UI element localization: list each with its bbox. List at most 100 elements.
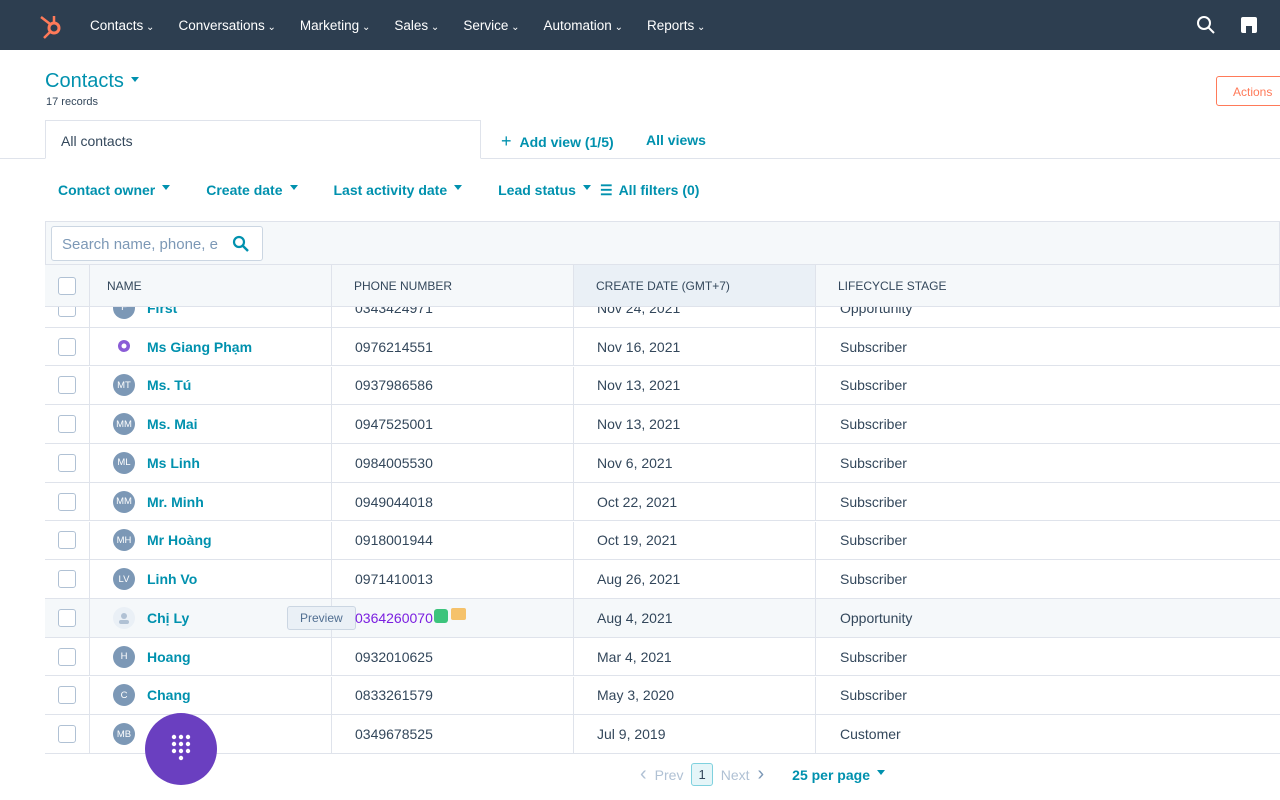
check-cell (45, 676, 90, 715)
contact-name[interactable]: Ms. Tú (147, 377, 192, 394)
all-views[interactable]: All views (646, 132, 706, 148)
nav-item[interactable]: Contacts (90, 18, 154, 33)
date-cell: Oct 22, 2021 (574, 482, 816, 521)
column-header[interactable]: PHONE NUMBER (332, 265, 574, 306)
preview-button[interactable]: Preview (287, 605, 356, 630)
contact-name[interactable]: Ms Linh (147, 454, 200, 471)
table-row[interactable]: Chị Ly Preview 0364260070 Aug 4, 2021 Opport… (45, 599, 1280, 638)
nav-item[interactable]: Automation (544, 18, 623, 33)
lifecycle-stage: Customer (840, 726, 901, 743)
contact-name[interactable]: Mr. Minh (147, 493, 204, 510)
phone-cell: 0833261579 (332, 676, 574, 715)
page-number[interactable]: 1 (691, 763, 713, 786)
table-row[interactable]: MT Ms. Tú 0937986586 Nov 13, 2021 Subscriber (45, 366, 1280, 406)
all-filters-label: All filters (0) (618, 182, 700, 198)
filter[interactable]: Create date (206, 182, 297, 198)
record-count: 17 records (46, 96, 98, 108)
phone-cell: 0949044018 (332, 482, 574, 521)
check-cell (45, 444, 90, 482)
filter[interactable]: Lead status (498, 182, 591, 198)
column-header[interactable]: CREATE DATE (GMT+7) (574, 265, 816, 306)
page-title[interactable]: Contacts (45, 70, 139, 93)
actions-button[interactable]: Actions (1216, 76, 1280, 106)
lifecycle-stage: Subscriber (840, 648, 907, 665)
checkbox[interactable] (58, 337, 76, 356)
checkbox[interactable] (58, 307, 76, 317)
nav-item[interactable]: Service (463, 18, 519, 33)
contact-name[interactable]: Chị Ly (147, 609, 190, 626)
create-date: Aug 26, 2021 (597, 571, 681, 588)
phone-cell: 0364260070 (332, 599, 574, 637)
nav-item[interactable]: Reports (647, 18, 705, 33)
column-header[interactable]: LIFECYCLE STAGE (816, 265, 1280, 306)
table-row[interactable]: F First 0343424971 Nov 24, 2021 Opportunity (45, 307, 1280, 328)
avatar: C (113, 684, 135, 707)
phone[interactable]: 0364260070 (355, 609, 433, 626)
prev[interactable]: Prev (654, 766, 684, 783)
checkbox[interactable] (58, 531, 76, 550)
table-row[interactable]: H Hoang 0932010625 Mar 4, 2021 Subscriber (45, 637, 1280, 677)
table-row[interactable]: ML Ms Linh 0984005530 Nov 6, 2021 Subscriber (45, 444, 1280, 483)
table-row[interactable]: MM Ms. Mai 0947525001 Nov 13, 2021 Subscribe… (45, 405, 1280, 444)
all-filters[interactable]: ☰ All filters (0) (600, 182, 700, 198)
contact-name[interactable]: Ms Giang Phạm (147, 338, 253, 355)
check-cell (45, 715, 90, 753)
avatar: ML (113, 451, 135, 474)
date-cell: Jul 9, 2019 (574, 715, 816, 753)
column-label: NAME (107, 278, 142, 293)
table-row[interactable]: Ms Giang Phạm 0976214551 Nov 16, 2021 Subsc… (45, 327, 1280, 367)
checkbox[interactable] (58, 647, 76, 666)
add-view-label: Add view (1/5) (519, 134, 614, 150)
search-icon[interactable] (1196, 15, 1216, 35)
search-input[interactable]: Search name, phone, e (51, 226, 263, 261)
table-row[interactable]: MM Mr. Minh 0949044018 Oct 22, 2021 Subscrib… (45, 482, 1280, 522)
stage-cell: Subscriber (816, 483, 1280, 521)
name-cell: Chị Ly Preview (90, 599, 356, 637)
table-row[interactable]: C Chang 0833261579 May 3, 2020 Subscriber (45, 676, 1280, 716)
contact-name[interactable]: First (147, 307, 178, 316)
dialer-button[interactable] (145, 713, 217, 785)
checkbox[interactable] (58, 453, 76, 472)
nav-item[interactable]: Marketing (300, 18, 370, 33)
phone: 0932010625 (355, 648, 433, 665)
checkbox[interactable] (58, 376, 76, 395)
contact-name[interactable]: Ms. Mai (147, 416, 198, 433)
filter[interactable]: Contact owner (58, 182, 170, 198)
phone-cell: 0984005530 (332, 444, 574, 482)
checkbox[interactable] (58, 608, 76, 627)
contact-name[interactable]: Linh Vo (147, 571, 198, 588)
name-cell: MT Ms. Tú (90, 366, 332, 405)
column-header[interactable]: NAME (90, 265, 332, 306)
phone: 0949044018 (355, 493, 433, 510)
tab-active[interactable]: All contacts (45, 120, 481, 159)
per-page[interactable]: 25 per page (792, 767, 885, 783)
filter-bar: Contact owner Create date Last activity da… (58, 182, 627, 198)
phone-cell: 0918001944 (332, 521, 574, 560)
create-date: Nov 13, 2021 (597, 377, 681, 394)
checkbox[interactable] (58, 686, 76, 705)
table-row[interactable]: MB 0349678525 Jul 9, 2019 Customer (45, 715, 1280, 754)
checkbox[interactable] (58, 276, 76, 295)
next[interactable]: Next (720, 766, 750, 783)
checkbox[interactable] (58, 415, 76, 434)
search-placeholder: Search name, phone, e (62, 236, 218, 253)
checkbox[interactable] (58, 492, 76, 511)
nav-item[interactable]: Sales (394, 18, 439, 33)
filter[interactable]: Last activity date (334, 182, 463, 198)
contact-name[interactable]: Mr Hoàng (147, 532, 212, 549)
nav-item[interactable]: Conversations (178, 18, 275, 33)
contact-name[interactable]: Hoang (147, 648, 191, 665)
avatar: MB (113, 723, 135, 746)
table-row[interactable]: MH Mr Hoàng 0918001944 Oct 19, 2021 Subscrib… (45, 521, 1280, 561)
name-cell: MM Mr. Minh (90, 482, 332, 521)
add-view[interactable]: + Add view (1/5) (501, 131, 614, 151)
avatar: MH (113, 529, 135, 552)
table-row[interactable]: LV Linh Vo 0971410013 Aug 26, 2021 Subscribe… (45, 560, 1280, 599)
logo[interactable] (36, 11, 64, 39)
checkbox[interactable] (58, 725, 76, 744)
marketplace-icon[interactable] (1239, 15, 1259, 35)
lifecycle-stage: Subscriber (840, 377, 907, 394)
stage-cell: Subscriber (816, 522, 1280, 560)
contact-name[interactable]: Chang (147, 687, 191, 704)
checkbox[interactable] (58, 570, 76, 589)
